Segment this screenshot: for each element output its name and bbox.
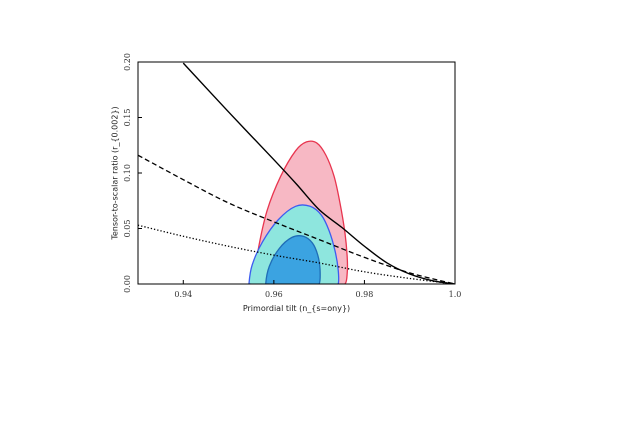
- curve-solid: [182, 62, 455, 284]
- y-axis-label: Tensor-to-scalar ratio (r_{0.002}): [111, 106, 120, 240]
- y-tick-label: 0.20: [123, 53, 132, 71]
- x-axis-label: Primordial tilt (n_{s=ony}): [243, 304, 350, 313]
- confidence-contours: [248, 140, 349, 284]
- x-axis-ticks: 0.94 0.96 0.98 1.0: [174, 280, 461, 299]
- x-tick-label: 0.94: [174, 290, 192, 299]
- contour-inner: [265, 235, 321, 284]
- y-tick-label: 0.00: [123, 275, 132, 293]
- y-tick-label: 0.10: [123, 164, 132, 182]
- y-tick-label: 0.15: [123, 109, 132, 127]
- x-tick-label: 0.98: [356, 290, 374, 299]
- y-tick-label: 0.05: [123, 220, 132, 238]
- x-tick-label: 0.96: [265, 290, 283, 299]
- y-axis-ticks: 0.00 0.05 0.10 0.15 0.20: [123, 53, 142, 293]
- curve-dotted: [138, 224, 455, 284]
- curve-dashed: [138, 154, 455, 284]
- model-curves: [138, 62, 455, 284]
- x-tick-label: 1.0: [449, 290, 462, 299]
